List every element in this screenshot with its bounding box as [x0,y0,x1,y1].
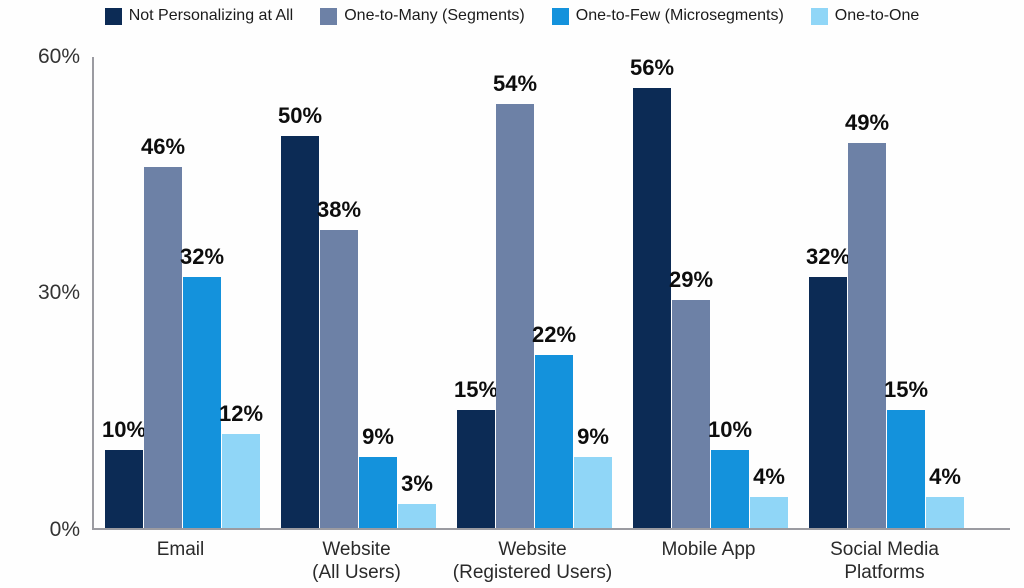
chart-legend: Not Personalizing at All One-to-Many (Seg… [0,7,1024,25]
x-axis-category-label: Mobile App [661,539,756,560]
bar [496,104,534,528]
y-axis-tick-60: 60% [37,45,80,68]
bar-value-label: 15% [883,377,929,403]
bar-value-label: 3% [401,471,433,497]
bar-group: 32% 49% 15% 4% [805,57,964,528]
legend-item: One-to-Few (Microsegments) [551,7,784,25]
bar-group: 10% 46% 32% 12% [101,57,264,528]
legend-swatch-icon [320,7,338,25]
x-axis-category-label: Website (Registered Users) [452,539,613,583]
bar-value-label: 12% [218,400,264,426]
bar-value-label: 49% [844,110,890,136]
x-axis-labels: Email Website (All Users) Website (Registere… [92,538,1010,588]
bar [887,410,925,528]
bar-value-label: 22% [531,322,577,348]
y-axis-tick-0: 0% [49,518,80,541]
bar-value-label: 38% [316,196,362,222]
bar [926,496,964,528]
plot-area: 10% 46% 32% 12% 50% 38% 9% 3% 15% 54% 22% 9% 56% 29% 1… [92,55,1010,530]
bar-value-label: 4% [753,463,785,489]
bar-value-label: 50% [277,102,323,128]
bar-value-label: 46% [140,133,186,159]
bar [809,276,847,528]
bar [398,504,436,528]
bar [457,410,495,528]
bar [105,449,143,528]
legend-item: One-to-One [810,7,920,25]
legend-label: Not Personalizing at All [128,7,294,24]
bar-value-label: 9% [577,424,609,450]
bar [320,229,358,528]
bar [183,276,221,528]
x-axis-category-label: Email [156,539,205,560]
bar [633,88,671,528]
bar-value-label: 56% [629,55,675,81]
bar [711,449,749,528]
bar-value-label: 10% [707,416,753,442]
bar [750,496,788,528]
bar [848,143,886,528]
bar-group: 56% 29% 10% 4% [629,55,788,528]
legend-label: One-to-Few (Microsegments) [575,7,784,24]
bar-value-label: 54% [492,71,538,97]
bar-group: 50% 38% 9% 3% [277,57,436,528]
legend-swatch-icon [551,7,569,25]
bar-value-label: 32% [179,243,225,269]
bar [222,433,260,528]
bar [672,300,710,528]
legend-swatch-icon [810,7,828,25]
bar-group: 15% 54% 22% 9% [453,57,612,528]
legend-label: One-to-Many (Segments) [344,7,525,24]
bar [281,135,319,528]
bar-value-label: 15% [453,377,499,403]
bar-value-label: 4% [929,463,961,489]
legend-label: One-to-One [834,7,920,24]
legend-swatch-icon [104,7,122,25]
x-axis-category-label: Website (All Users) [312,539,401,583]
legend-item: One-to-Many (Segments) [320,7,525,25]
legend-item: Not Personalizing at All [104,7,294,25]
y-axis-tick-30: 30% [37,281,80,304]
bar [535,355,573,528]
x-axis-category-label: Social Media Platforms [830,539,939,583]
bar [359,457,397,528]
bar-value-label: 32% [805,243,851,269]
bar [574,457,612,528]
bar-value-label: 29% [668,267,714,293]
bar [144,166,182,528]
bar-value-label: 9% [362,424,394,450]
bar-value-label: 10% [101,416,147,442]
